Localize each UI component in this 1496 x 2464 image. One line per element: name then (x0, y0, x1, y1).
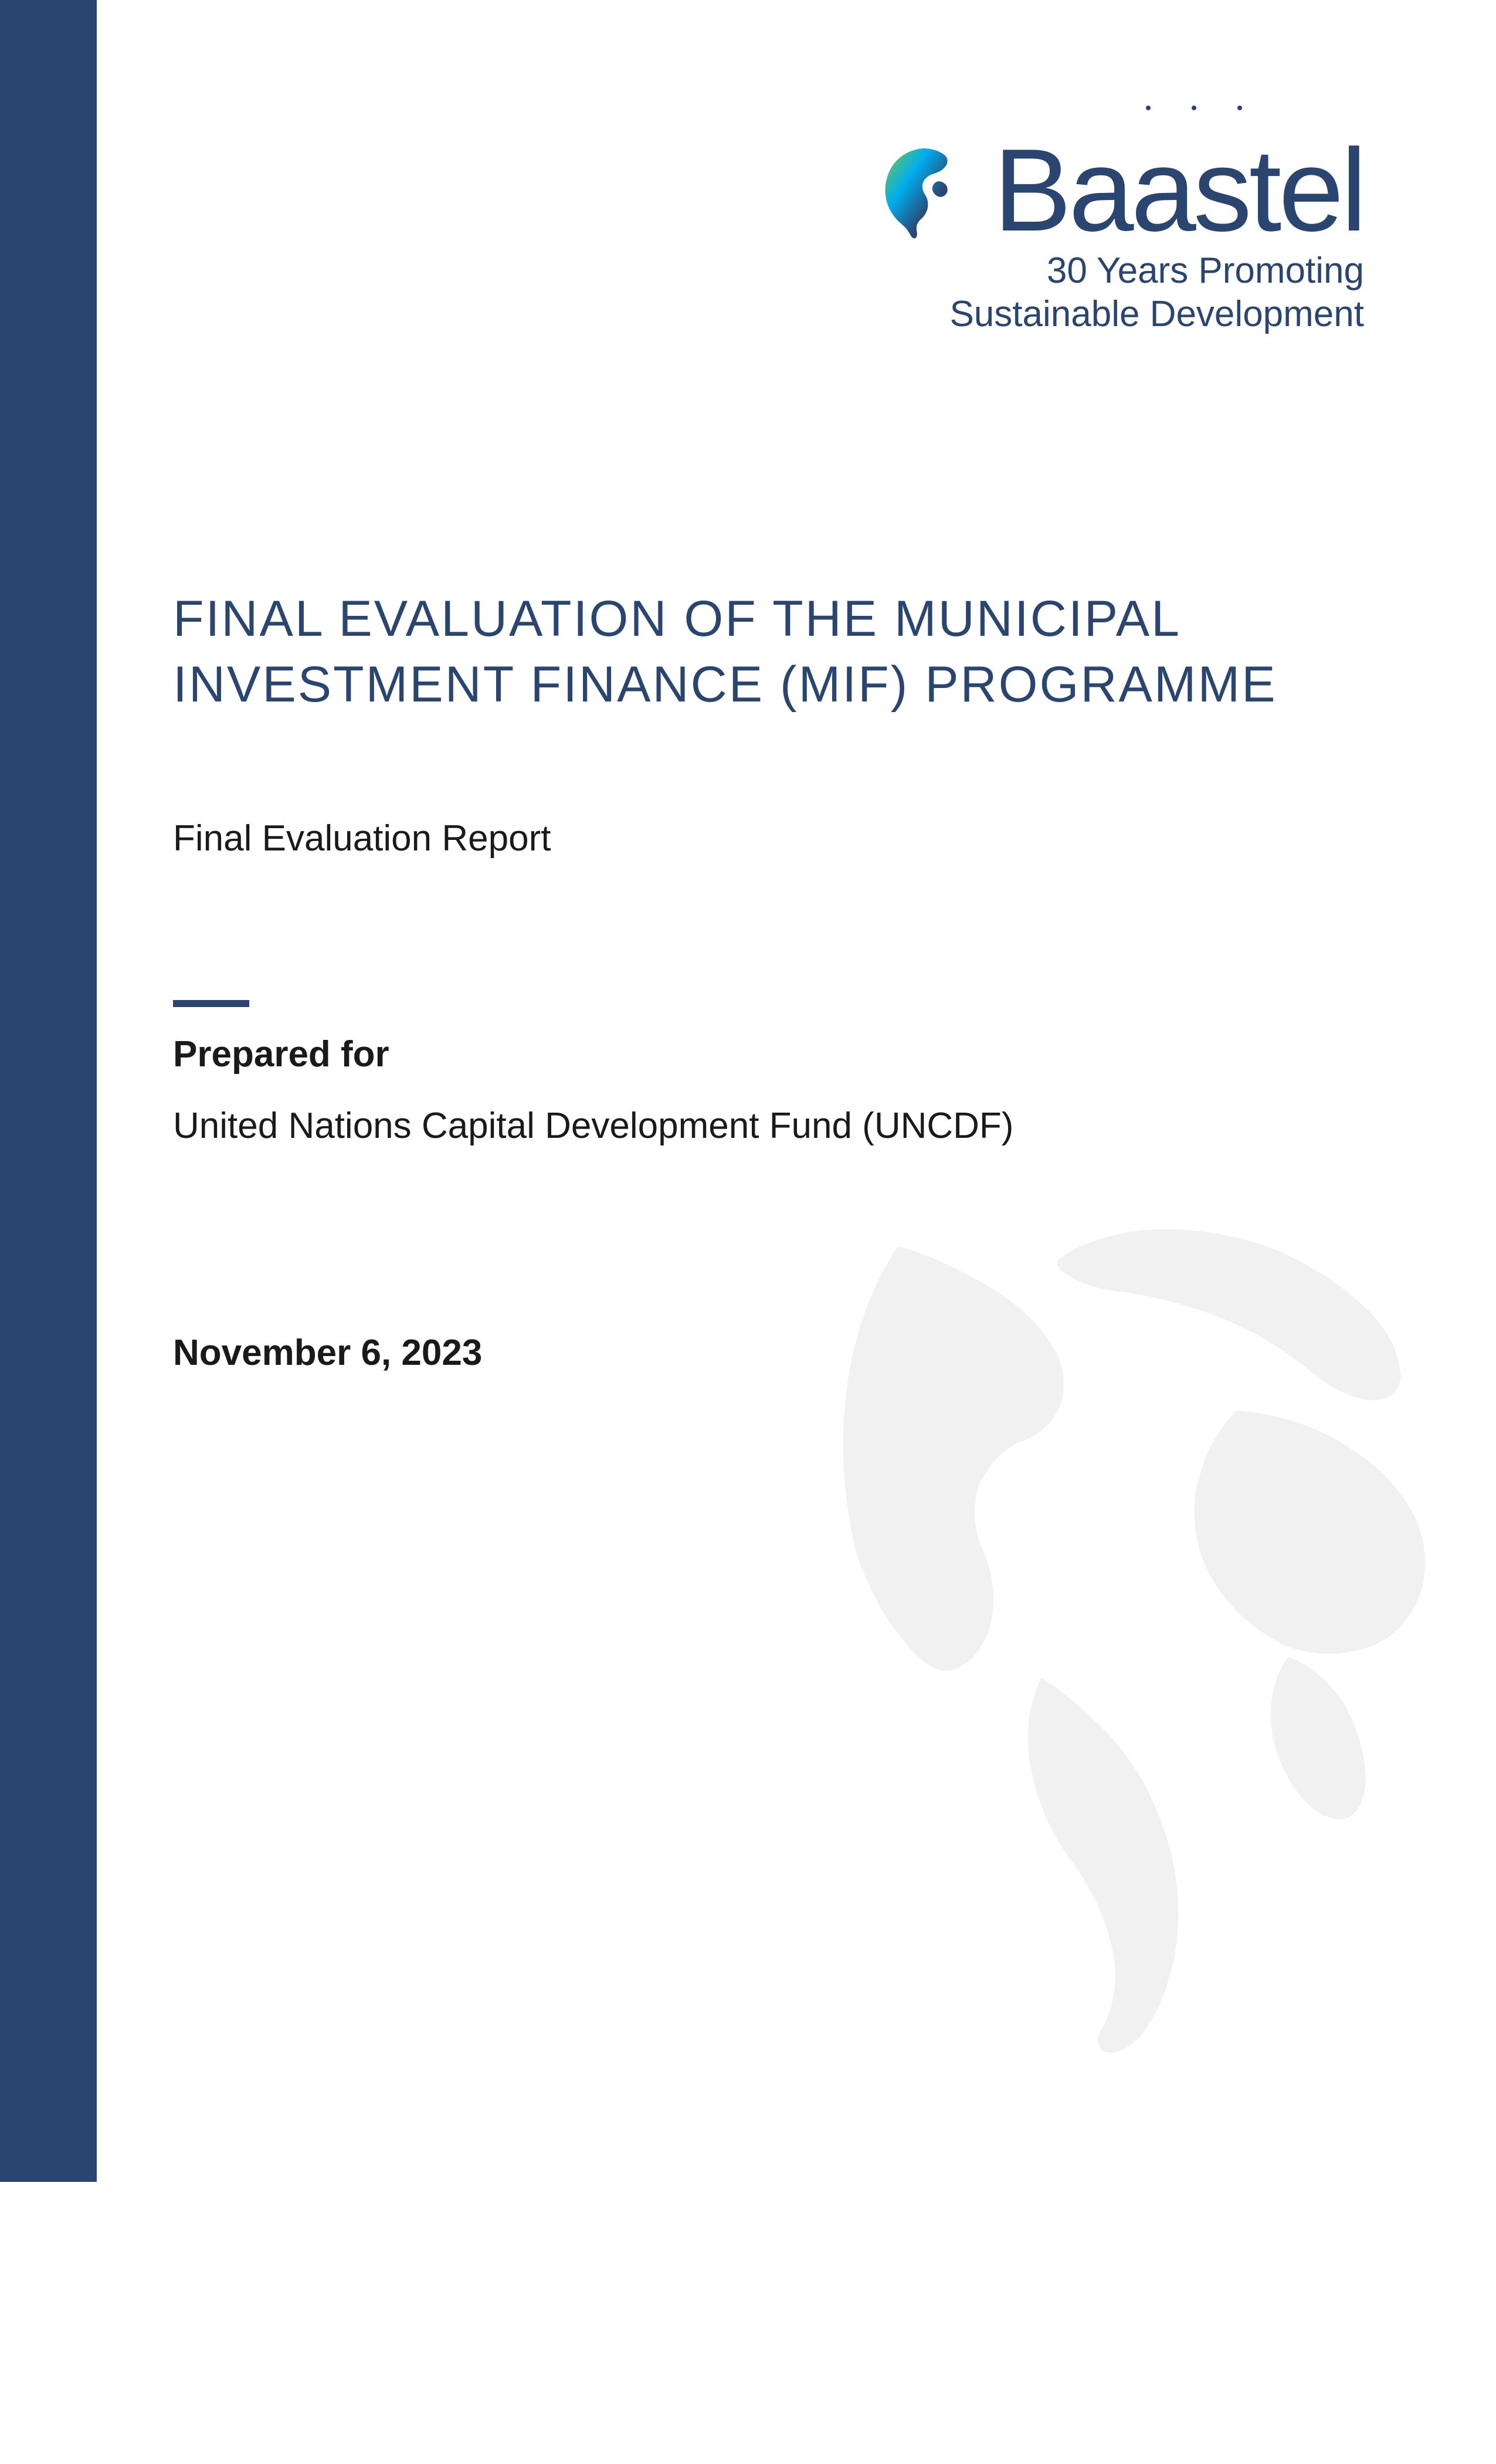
tagline-line2: Sustainable Development (949, 294, 1364, 334)
logo-tagline: 30 Years Promoting Sustainable Developme… (949, 249, 1364, 337)
document-date: November 6, 2023 (173, 1332, 1287, 1374)
sidebar-accent-bar (0, 0, 97, 2182)
brand-text: Baastel (993, 125, 1364, 256)
logo-container: Baastel 30 Years Promoting Sustainable D… (719, 123, 1364, 337)
logo-brand-name: Baastel (993, 123, 1364, 258)
document-main-title: FINAL EVALUATION OF THE MUNICIPAL INVEST… (173, 587, 1287, 718)
prepared-for-label: Prepared for (173, 1033, 1287, 1075)
prepared-for-text: United Nations Capital Development Fund … (173, 1101, 1287, 1151)
globe-icon (870, 138, 976, 243)
accent-line (173, 1000, 249, 1007)
logo-main: Baastel (870, 123, 1364, 258)
document-subtitle: Final Evaluation Report (173, 818, 1287, 859)
logo-dots (1146, 106, 1242, 110)
content-area: FINAL EVALUATION OF THE MUNICIPAL INVEST… (173, 587, 1287, 1374)
